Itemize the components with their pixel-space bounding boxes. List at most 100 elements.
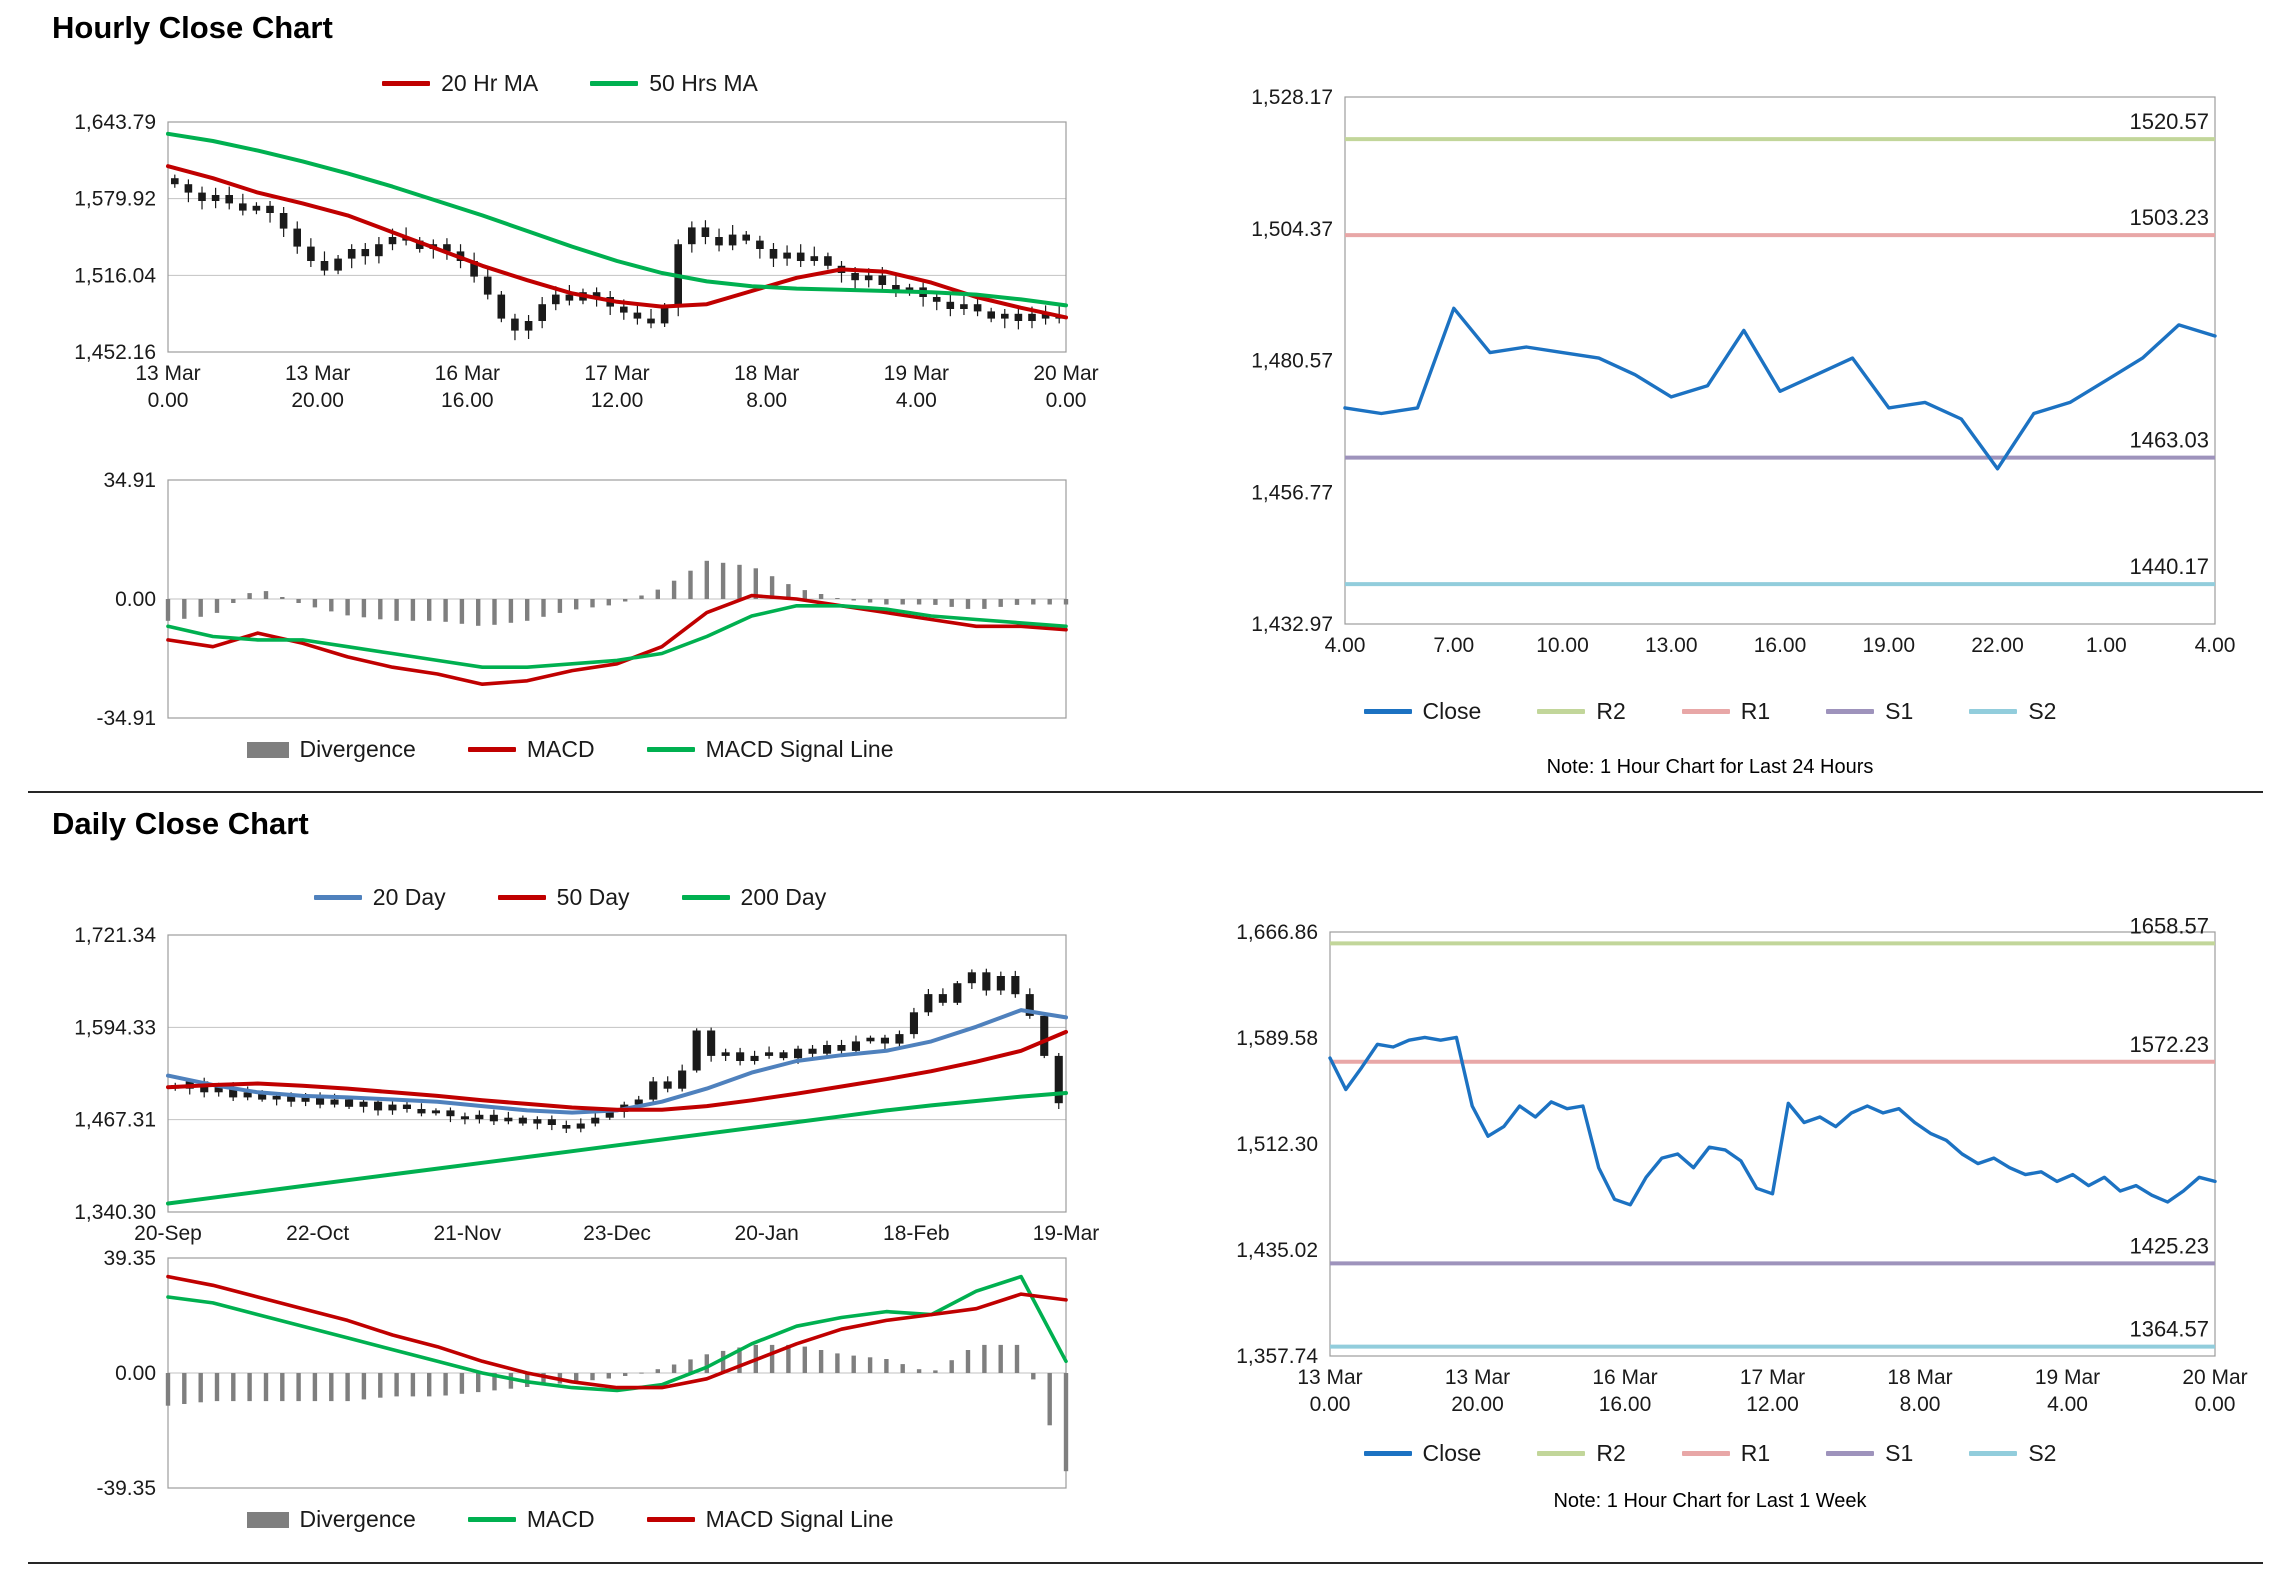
svg-text:0.00: 0.00 [1310,1393,1351,1416]
close-line [1328,1035,2217,1207]
svg-text:0.00: 0.00 [148,389,189,412]
hourly-macd-chart: 34.91 0.00 -34.91 [96,469,1069,730]
legend-swatch-20day [313,895,362,900]
legend-label: S1 [1885,1440,1914,1466]
svg-text:1,340.30: 1,340.30 [74,1201,156,1224]
legend-item-s1: S1 [1826,1440,1913,1467]
daily-macd-chart: 39.35 0.00 -39.35 [96,1247,1069,1500]
svg-text:1,512.30: 1,512.30 [1236,1133,1318,1156]
plot-border [1344,96,2216,625]
svg-text:1440.17: 1440.17 [2129,554,2209,579]
macd-line [166,593,1068,686]
svg-text:19-Mar: 19-Mar [1033,1222,1100,1245]
legend-swatch-s2 [1969,709,2018,714]
svg-text:1,357.74: 1,357.74 [1236,1345,1318,1368]
svg-text:16.00: 16.00 [1599,1393,1652,1416]
hourly-pivot-note: Note: 1 Hour Chart for Last 24 Hours [1546,756,1874,778]
svg-text:1,516.04: 1,516.04 [74,264,156,287]
legend-item-r2: R2 [1537,1440,1626,1467]
svg-text:1503.23: 1503.23 [2129,205,2209,230]
svg-text:1,721.34: 1,721.34 [74,924,156,947]
svg-text:20 Mar: 20 Mar [2182,1366,2247,1389]
svg-text:13 Mar: 13 Mar [285,362,350,385]
hourly-section-title: Hourly Close Chart [52,10,333,45]
legend-item-divergence: Divergence [246,1506,416,1533]
legend-label: Close [1422,1440,1482,1466]
svg-text:13 Mar: 13 Mar [135,362,200,385]
svg-text:8.00: 8.00 [1900,1393,1941,1416]
legend-item-close: Close [1363,1440,1482,1467]
svg-text:7.00: 7.00 [1433,634,1474,657]
plot-border [167,934,1067,1213]
daily-section-title: Daily Close Chart [52,806,309,841]
svg-text:20.00: 20.00 [1451,1393,1504,1416]
svg-text:20-Jan: 20-Jan [735,1222,799,1245]
legend-label: S2 [2028,1440,2057,1466]
legend-label: R2 [1596,698,1626,724]
legend-item-macd: MACD [467,736,595,763]
legend-item-200day: 200 Day [681,884,827,911]
svg-text:20-Sep: 20-Sep [134,1222,202,1245]
daily-macd-legend: Divergence MACD MACD Signal Line [40,1506,1100,1533]
macd-signal-line [166,604,1068,669]
legend-label: Close [1422,698,1482,724]
legend-item-r2: R2 [1537,698,1626,725]
svg-text:18 Mar: 18 Mar [1887,1366,1952,1389]
hourly-pivot-legend: Close R2 R1 S1 S2 [1160,698,2260,725]
svg-text:18 Mar: 18 Mar [734,362,799,385]
hourly-macd-legend: Divergence MACD MACD Signal Line [40,736,1100,763]
candlesticks [171,174,1063,341]
svg-text:16 Mar: 16 Mar [1592,1366,1657,1389]
legend-item-20hr-ma: 20 Hr MA [382,70,538,97]
svg-text:1425.23: 1425.23 [2129,1233,2209,1258]
svg-text:1,594.33: 1,594.33 [74,1016,156,1039]
daily-pivot-legend: Close R2 R1 S1 S2 [1160,1440,2260,1467]
svg-text:13.00: 13.00 [1645,634,1698,657]
svg-text:1,432.97: 1,432.97 [1251,613,1333,636]
legend-label: MACD Signal Line [705,1506,894,1532]
svg-text:39.35: 39.35 [103,1247,156,1270]
legend-swatch-macd-signal [646,747,695,752]
hourly-pivot-chart: 1,528.17 1,504.37 1,480.57 1,456.77 1,432.97… [1251,86,2236,657]
legend-swatch-close [1363,1451,1412,1456]
svg-text:1,480.57: 1,480.57 [1251,350,1333,373]
ma-line-20-hr-ma [166,164,1068,320]
legend-swatch-divergence [246,741,289,758]
legend-label: 50 Hrs MA [649,70,758,96]
svg-text:1658.57: 1658.57 [2129,913,2209,938]
svg-text:19 Mar: 19 Mar [2035,1366,2100,1389]
svg-text:1.00: 1.00 [2086,634,2127,657]
legend-swatch-r1 [1681,1451,1730,1456]
legend-swatch-macd [467,747,516,752]
svg-text:1,504.37: 1,504.37 [1251,218,1333,241]
legend-item-macd-signal: MACD Signal Line [646,736,894,763]
svg-text:12.00: 12.00 [1746,1393,1799,1416]
legend-swatch-macd [467,1517,516,1522]
legend-label: 20 Day [372,884,446,910]
svg-text:1,435.02: 1,435.02 [1236,1239,1318,1262]
svg-text:17 Mar: 17 Mar [1740,1366,1805,1389]
legend-item-50day: 50 Day [497,884,630,911]
plot-border [167,121,1067,353]
legend-label: 200 Day [740,884,827,910]
legend-swatch-50day [497,895,546,900]
svg-text:18-Feb: 18-Feb [883,1222,950,1245]
svg-text:4.00: 4.00 [2195,634,2236,657]
legend-item-s1: S1 [1826,698,1913,725]
svg-text:1520.57: 1520.57 [2129,109,2209,134]
legend-item-20day: 20 Day [313,884,446,911]
legend-swatch-r2 [1537,709,1586,714]
legend-item-r1: R1 [1681,1440,1770,1467]
svg-text:23-Dec: 23-Dec [583,1222,651,1245]
svg-text:0.00: 0.00 [1046,389,1087,412]
svg-text:13 Mar: 13 Mar [1445,1366,1510,1389]
legend-item-s2: S2 [1969,1440,2056,1467]
svg-text:19 Mar: 19 Mar [884,362,949,385]
legend-item-macd-signal: MACD Signal Line [646,1506,894,1533]
legend-swatch-s1 [1826,1451,1875,1456]
svg-text:22-Oct: 22-Oct [286,1222,349,1245]
legend-swatch-r1 [1681,709,1730,714]
legend-label: Divergence [299,736,416,762]
